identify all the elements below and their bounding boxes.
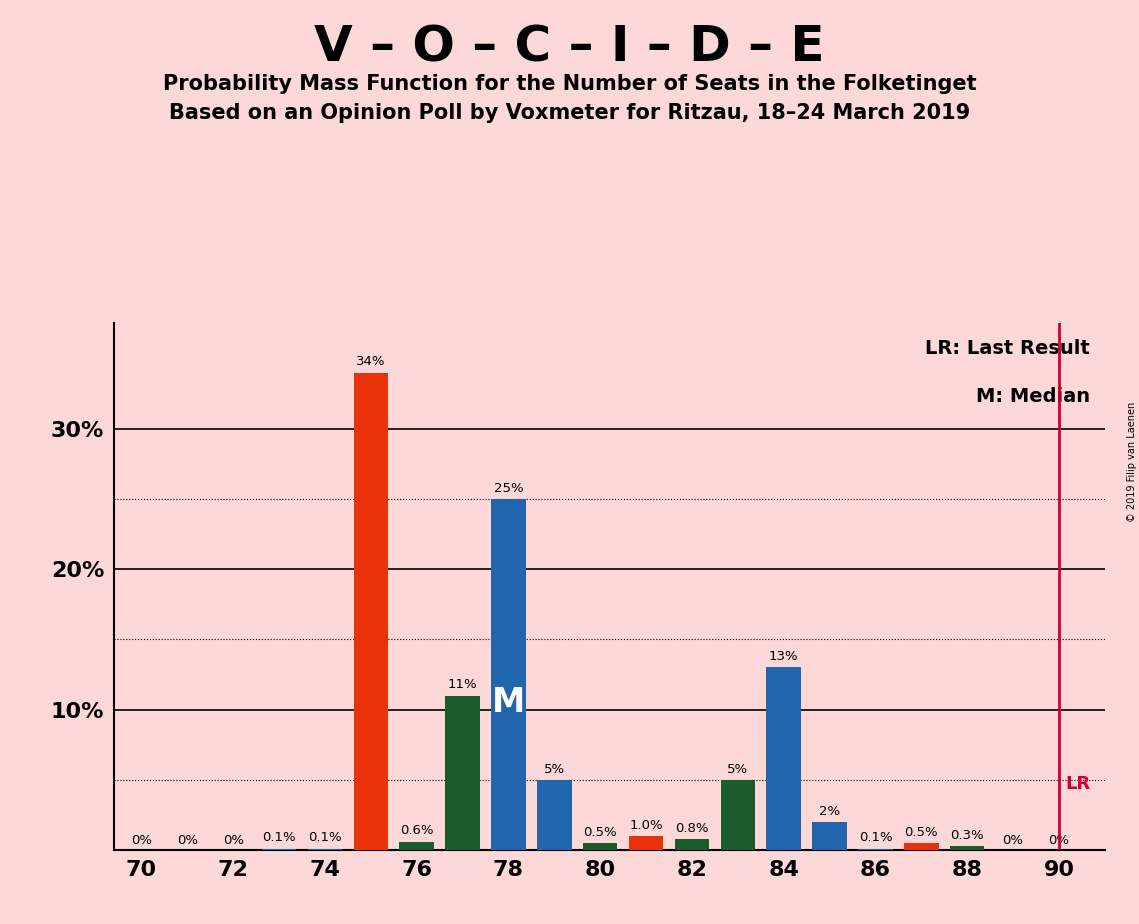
- Text: 0%: 0%: [1002, 834, 1024, 847]
- Text: Probability Mass Function for the Number of Seats in the Folketinget: Probability Mass Function for the Number…: [163, 74, 976, 94]
- Text: LR: LR: [1066, 775, 1091, 793]
- Text: 0.1%: 0.1%: [859, 832, 892, 845]
- Bar: [400, 842, 434, 850]
- Text: 25%: 25%: [493, 481, 523, 494]
- Bar: [491, 499, 525, 850]
- Bar: [950, 845, 984, 850]
- Bar: [538, 780, 572, 850]
- Text: 5%: 5%: [543, 762, 565, 775]
- Text: V – O – C – I – D – E: V – O – C – I – D – E: [314, 23, 825, 71]
- Text: 5%: 5%: [728, 762, 748, 775]
- Text: 0.1%: 0.1%: [309, 832, 342, 845]
- Bar: [812, 822, 846, 850]
- Text: Based on an Opinion Poll by Voxmeter for Ritzau, 18–24 March 2019: Based on an Opinion Poll by Voxmeter for…: [169, 103, 970, 124]
- Bar: [445, 696, 480, 850]
- Text: 0%: 0%: [223, 834, 244, 847]
- Bar: [674, 839, 710, 850]
- Text: 0.3%: 0.3%: [950, 829, 984, 842]
- Bar: [767, 667, 801, 850]
- Text: 0.8%: 0.8%: [675, 821, 708, 834]
- Text: 0.1%: 0.1%: [262, 832, 296, 845]
- Text: M: M: [492, 687, 525, 719]
- Text: © 2019 Filip van Laenen: © 2019 Filip van Laenen: [1126, 402, 1137, 522]
- Text: 2%: 2%: [819, 805, 841, 818]
- Bar: [859, 848, 893, 850]
- Text: 0.6%: 0.6%: [400, 824, 434, 837]
- Text: 0%: 0%: [131, 834, 151, 847]
- Bar: [353, 372, 388, 850]
- Text: 0%: 0%: [1049, 834, 1070, 847]
- Bar: [308, 848, 342, 850]
- Bar: [721, 780, 755, 850]
- Text: M: Median: M: Median: [976, 386, 1090, 406]
- Text: 34%: 34%: [357, 356, 386, 369]
- Text: 0%: 0%: [177, 834, 198, 847]
- Text: 13%: 13%: [769, 650, 798, 663]
- Text: 11%: 11%: [448, 678, 477, 691]
- Bar: [262, 848, 296, 850]
- Bar: [904, 843, 939, 850]
- Bar: [629, 836, 663, 850]
- Text: 1.0%: 1.0%: [629, 819, 663, 832]
- Text: 0.5%: 0.5%: [583, 826, 617, 839]
- Text: LR: Last Result: LR: Last Result: [925, 339, 1090, 359]
- Text: 0.5%: 0.5%: [904, 826, 939, 839]
- Bar: [583, 843, 617, 850]
